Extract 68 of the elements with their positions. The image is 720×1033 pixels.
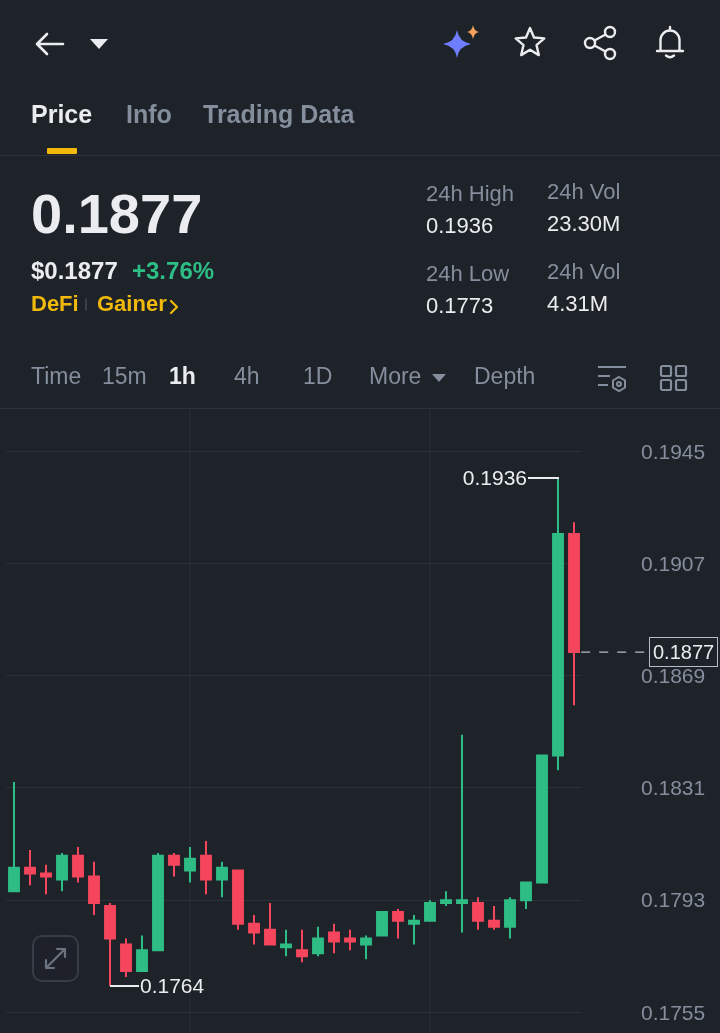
text: $0.1877 [31,257,118,286]
text: 23.30M [547,211,621,238]
candlestick [536,754,548,884]
candlestick [392,907,404,940]
text: 0.1773 [426,293,494,320]
text: DeFi [31,291,79,318]
candlestick [168,851,180,878]
candlestick [136,934,148,972]
y-tick-label: 0.1831 [641,776,706,800]
candlestick [568,521,580,707]
candlestick [200,840,212,896]
text: Trading Data [203,99,355,129]
text: 15m [102,363,147,391]
text: Depth [474,363,536,391]
text: 4h [234,363,260,391]
candlestick [296,928,308,964]
y-tick-label: 0.1793 [641,888,706,912]
text: Time [31,363,82,391]
candlestick [328,922,340,955]
text: 0.1936 [426,213,494,240]
candlestick [408,913,420,946]
candlestick [424,899,436,922]
candlestick [456,733,468,934]
candlestick [552,476,564,772]
y-tick-label: 0.1907 [641,551,706,575]
candlestick [360,934,372,961]
text: 24h Low [426,261,510,288]
candlestick [184,845,196,884]
text: More [369,363,422,391]
candlestick [440,890,452,908]
y-tick-label: 0.1869 [641,664,706,688]
candlestick [152,851,164,952]
candlestick [520,881,532,910]
candlestick [248,913,260,946]
text: 1h [169,363,196,391]
candlestick [280,928,292,958]
ref-line-label: 0.1877 [653,641,715,663]
candlestick [40,863,52,896]
candlestick [104,902,116,987]
candlestick [344,928,356,952]
y-tick-label: 0.1755 [641,1000,706,1024]
candlestick [216,860,228,899]
candlestick [312,925,324,958]
candlestick [8,781,20,893]
text: 24h High [426,181,515,208]
candlestick [264,902,276,946]
candlestick [376,910,388,937]
text: 4.31M [547,291,609,318]
text: 1D [303,363,333,391]
candlestick [120,937,132,978]
text: Info [126,99,172,129]
candlestick [88,860,100,916]
text: Gainer [97,291,167,318]
text: +3.76% [132,257,215,286]
y-tick-label: 0.1945 [641,439,706,463]
text: 0.1877 [31,181,203,247]
text: 24h Vol [547,259,621,286]
candlestick [232,869,244,931]
annotation: 0.1764 [140,973,205,999]
annotation: 0.1936 [462,465,527,491]
text: Price [31,99,93,129]
candlestick [24,848,36,887]
candlestick [504,896,516,940]
candlestick [72,845,84,884]
candlestick [56,851,68,893]
candlestick [472,896,484,931]
candlestick [488,905,500,931]
text: 24h Vol [547,179,621,206]
